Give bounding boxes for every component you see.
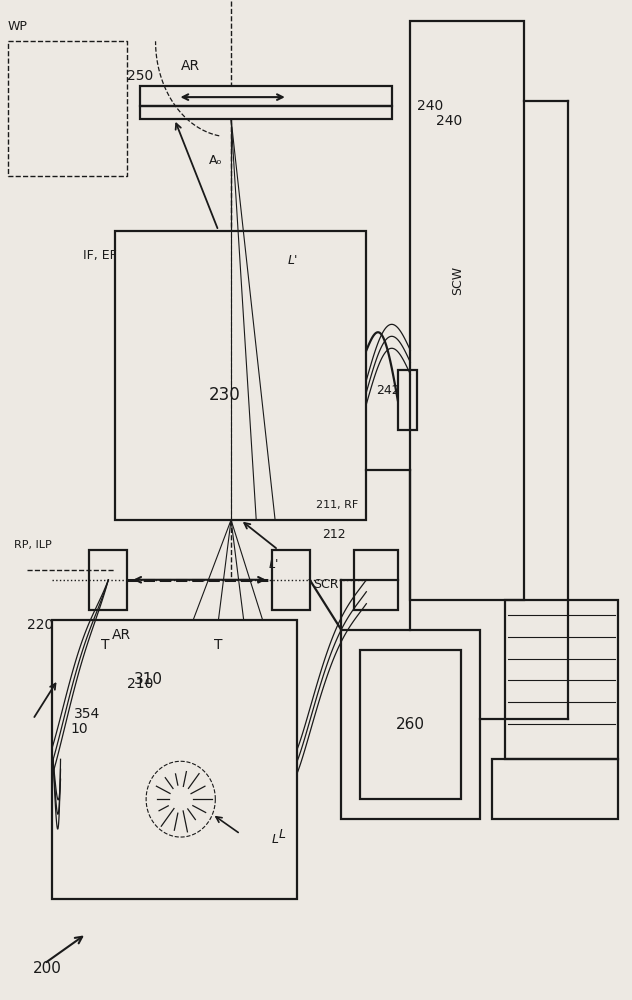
Text: 10: 10 <box>71 722 88 736</box>
Text: T: T <box>214 638 222 652</box>
Text: WP: WP <box>8 20 28 33</box>
Text: 210: 210 <box>127 677 154 691</box>
Text: 220: 220 <box>27 618 53 632</box>
Text: 240: 240 <box>435 114 462 128</box>
Text: RP, ILP: RP, ILP <box>14 540 52 550</box>
Bar <box>341 630 480 819</box>
Text: AR: AR <box>111 628 131 642</box>
Text: 211, RF: 211, RF <box>316 500 358 510</box>
Bar <box>398 370 416 430</box>
Bar <box>354 550 398 610</box>
Bar <box>90 550 127 610</box>
Text: L: L <box>272 833 279 846</box>
Bar <box>492 759 618 819</box>
Bar <box>140 106 391 119</box>
Text: 242: 242 <box>376 384 399 397</box>
Text: 240: 240 <box>416 99 443 113</box>
Bar <box>114 231 367 520</box>
Bar <box>410 21 524 600</box>
Text: SCW: SCW <box>451 266 464 295</box>
Text: Aₒ: Aₒ <box>209 154 222 167</box>
Text: 200: 200 <box>33 961 62 976</box>
Text: 354: 354 <box>74 707 100 721</box>
Text: 212: 212 <box>322 528 346 541</box>
Bar <box>272 550 310 610</box>
Text: IF, EF: IF, EF <box>83 249 117 262</box>
Bar <box>140 86 391 106</box>
Text: L': L' <box>288 254 298 267</box>
Bar <box>505 600 618 759</box>
Text: T: T <box>101 638 109 652</box>
Text: 260: 260 <box>396 717 425 732</box>
Text: 230: 230 <box>209 386 241 404</box>
Bar <box>360 650 461 799</box>
Text: AR: AR <box>181 59 200 73</box>
Text: 310: 310 <box>133 672 162 687</box>
Text: SCR: SCR <box>313 578 338 591</box>
Bar <box>52 620 297 899</box>
Text: L': L' <box>269 558 279 571</box>
Text: 250: 250 <box>127 69 154 83</box>
Text: L: L <box>278 828 285 841</box>
